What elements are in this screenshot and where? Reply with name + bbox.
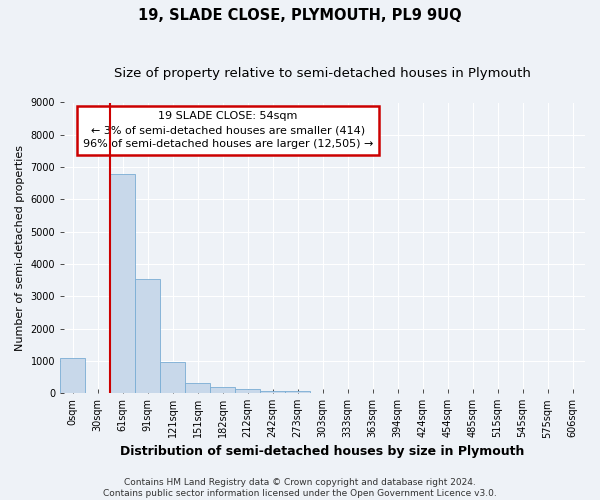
Bar — [210, 386, 235, 393]
Bar — [285, 392, 310, 393]
Text: 19, SLADE CLOSE, PLYMOUTH, PL9 9UQ: 19, SLADE CLOSE, PLYMOUTH, PL9 9UQ — [138, 8, 462, 22]
Bar — [160, 362, 185, 393]
Bar — [60, 358, 85, 393]
Text: Contains HM Land Registry data © Crown copyright and database right 2024.
Contai: Contains HM Land Registry data © Crown c… — [103, 478, 497, 498]
Bar — [135, 278, 160, 393]
Bar — [110, 174, 135, 393]
Title: Size of property relative to semi-detached houses in Plymouth: Size of property relative to semi-detach… — [114, 68, 531, 80]
X-axis label: Distribution of semi-detached houses by size in Plymouth: Distribution of semi-detached houses by … — [121, 444, 525, 458]
Text: 19 SLADE CLOSE: 54sqm
← 3% of semi-detached houses are smaller (414)
96% of semi: 19 SLADE CLOSE: 54sqm ← 3% of semi-detac… — [83, 111, 373, 149]
Bar — [185, 382, 210, 393]
Bar — [235, 389, 260, 393]
Bar — [260, 390, 285, 393]
Y-axis label: Number of semi-detached properties: Number of semi-detached properties — [15, 145, 25, 351]
